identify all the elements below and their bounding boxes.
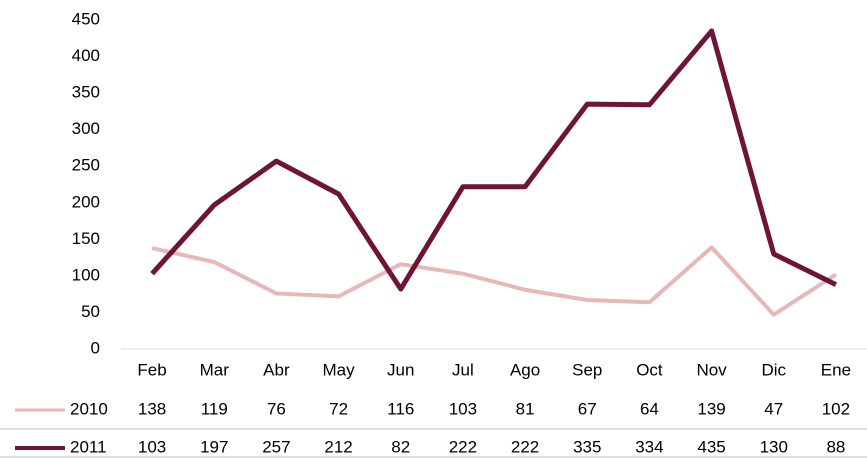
table-value: 130: [760, 437, 788, 456]
table-value: 82: [391, 437, 410, 456]
x-tick-label: Dic: [761, 360, 786, 379]
y-tick-label: 400: [72, 46, 100, 65]
y-tick-label: 300: [72, 119, 100, 138]
table-value: 88: [826, 437, 845, 456]
x-tick-label: Jun: [387, 360, 414, 379]
y-tick-label: 250: [72, 156, 100, 175]
x-tick-label: Oct: [636, 360, 663, 379]
table-value: 81: [516, 399, 535, 418]
y-tick-label: 0: [91, 338, 100, 357]
x-tick-label: Jul: [452, 360, 474, 379]
x-tick-label: May: [323, 360, 356, 379]
table-value: 139: [697, 399, 725, 418]
table-value: 47: [764, 399, 783, 418]
y-tick-label: 150: [72, 229, 100, 248]
x-tick-label: Abr: [263, 360, 290, 379]
x-tick-label: Mar: [200, 360, 230, 379]
x-tick-label: Ene: [821, 360, 851, 379]
table-value: 138: [138, 399, 166, 418]
table-value: 334: [635, 437, 663, 456]
table-value: 76: [267, 399, 286, 418]
x-tick-label: Sep: [572, 360, 602, 379]
series-line: [151, 245, 838, 317]
table-value: 257: [262, 437, 290, 456]
x-tick-label: Ago: [510, 360, 540, 379]
y-tick-label: 350: [72, 83, 100, 102]
table-value: 212: [324, 437, 352, 456]
table-value: 197: [200, 437, 228, 456]
table-value: 67: [578, 399, 597, 418]
table-value: 64: [640, 399, 659, 418]
table-value: 119: [201, 399, 228, 418]
table-value: 102: [822, 399, 850, 418]
table-value: 103: [449, 399, 477, 418]
x-tick-label: Feb: [137, 360, 166, 379]
y-tick-label: 200: [72, 192, 100, 211]
table-value: 435: [697, 437, 725, 456]
table-value: 222: [449, 437, 477, 456]
x-tick-label: Nov: [696, 360, 727, 379]
y-tick-label: 450: [72, 9, 100, 28]
table-value: 116: [387, 399, 414, 418]
table-value: 72: [329, 399, 348, 418]
legend-label: 2011: [70, 437, 107, 456]
legend-label: 2010: [70, 399, 108, 418]
table-value: 103: [138, 437, 166, 456]
y-tick-label: 100: [72, 265, 100, 284]
table-value: 335: [573, 437, 601, 456]
table-value: 222: [511, 437, 539, 456]
series-line: [150, 28, 838, 292]
y-tick-label: 50: [81, 302, 100, 321]
